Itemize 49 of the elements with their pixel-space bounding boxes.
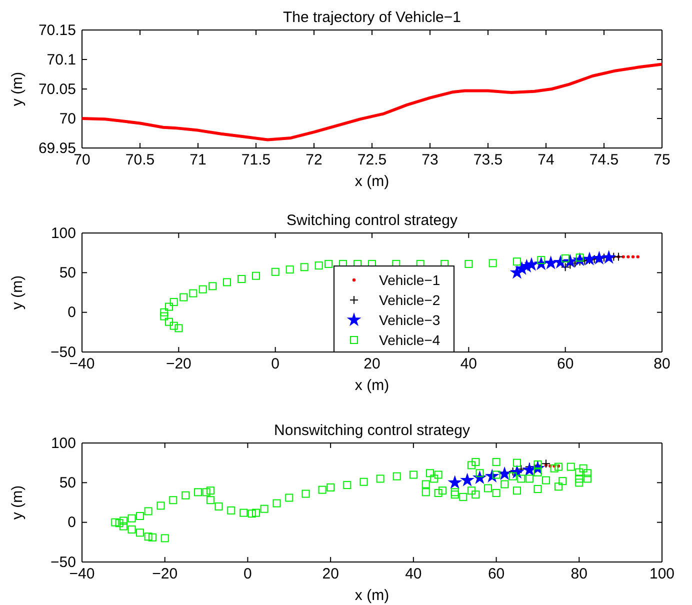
legend-label: Vehicle−4 — [379, 332, 440, 348]
x-tick-label: 20 — [322, 566, 339, 583]
chart-title: Switching control strategy — [286, 212, 458, 229]
x-tick-label: 0 — [244, 566, 252, 583]
y-tick-label: 50 — [59, 264, 76, 282]
x-tick-label: 80 — [654, 356, 670, 373]
y-tick-label: 100 — [50, 434, 76, 452]
legend-label: Vehicle−3 — [379, 312, 440, 328]
x-tick-label: 20 — [364, 356, 380, 373]
x-axis-title: x (m) — [354, 173, 390, 190]
y-tick-label: −50 — [50, 554, 76, 571]
x-tick-label: 71 — [190, 152, 206, 169]
y-tick-label: 69.95 — [38, 140, 76, 157]
x-axis-title: x (m) — [354, 377, 390, 394]
legend-label: Vehicle−2 — [379, 292, 440, 308]
y-tick-label: 70 — [59, 110, 76, 128]
y-axis-title: y (m) — [9, 275, 26, 310]
x-tick-label: 60 — [556, 356, 574, 373]
x-tick-label: 72 — [306, 152, 322, 169]
y-tick-label: 0 — [68, 304, 76, 322]
x-tick-label: 73.5 — [473, 152, 503, 169]
x-tick-label: 73 — [422, 152, 438, 169]
x-tick-label: 75 — [654, 152, 670, 169]
y-tick-label: −50 — [50, 344, 76, 361]
x-tick-label: 0 — [271, 356, 280, 373]
y-tick-label: 70.05 — [38, 80, 76, 98]
y-tick-label: 100 — [50, 224, 76, 242]
x-tick-label: −20 — [166, 356, 192, 373]
x-tick-label: 72.5 — [357, 152, 387, 169]
x-tick-label: 60 — [488, 566, 505, 583]
legend-label: Vehicle−1 — [379, 272, 440, 288]
x-tick-label: 40 — [405, 566, 422, 583]
y-tick-label: 0 — [68, 514, 76, 532]
y-tick-label: 70.1 — [46, 51, 76, 68]
y-tick-label: 70.15 — [38, 22, 76, 39]
x-tick-label: −20 — [152, 566, 178, 583]
x-tick-label: 74 — [538, 152, 554, 169]
chart-title: The trajectory of Vehicle−1 — [282, 9, 462, 26]
y-axis-title: y (m) — [9, 72, 26, 106]
x-tick-label: 80 — [570, 566, 588, 583]
x-tick-label: 70.5 — [125, 152, 155, 169]
y-tick-label: 50 — [59, 474, 76, 492]
x-tick-label: 71.5 — [241, 152, 271, 169]
y-axis-title: y (m) — [9, 485, 26, 520]
x-axis-title: x (m) — [354, 587, 390, 604]
x-tick-label: 74.5 — [589, 152, 619, 169]
chart-title: Nonswitching control strategy — [274, 422, 470, 439]
x-tick-label: 40 — [460, 356, 478, 373]
x-tick-label: 100 — [649, 566, 675, 583]
